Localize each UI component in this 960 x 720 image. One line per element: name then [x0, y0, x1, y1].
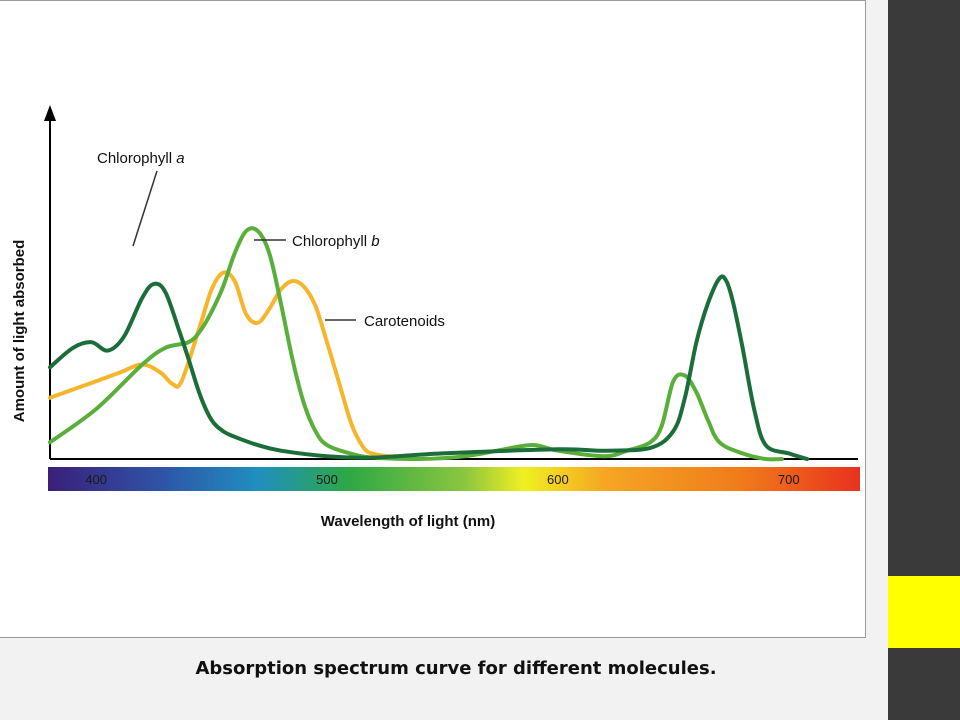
series-label: Chlorophyll a [97, 150, 185, 167]
y-axis-arrowhead [44, 105, 56, 121]
series-label: Carotenoids [364, 313, 445, 330]
x-tick-label: 400 [85, 472, 107, 487]
slide-sidebar [888, 0, 960, 720]
slide-caption: Absorption spectrum curve for different … [195, 658, 717, 679]
x-tick-label: 600 [547, 472, 569, 487]
sidebar-accent-block [888, 576, 960, 648]
chart-frame: 400 500 600 700 Wavelength of light (nm) Amou… [0, 0, 866, 638]
wavelength-color-bar [48, 467, 860, 491]
leader-line [132, 170, 158, 247]
x-tick-label: 700 [778, 472, 800, 487]
x-tick-label: 500 [316, 472, 338, 487]
series-line-carotenoids [48, 270, 399, 459]
series-line-chlorophyll-a [48, 274, 810, 461]
series-line-chlorophyll-b [48, 226, 784, 462]
y-axis-label: Amount of light absorbed [11, 240, 28, 422]
series-label: Chlorophyll b [292, 233, 380, 250]
absorption-chart: 400 500 600 700 Wavelength of light (nm) Amou… [11, 105, 860, 530]
x-axis-label: Wavelength of light (nm) [321, 513, 495, 530]
